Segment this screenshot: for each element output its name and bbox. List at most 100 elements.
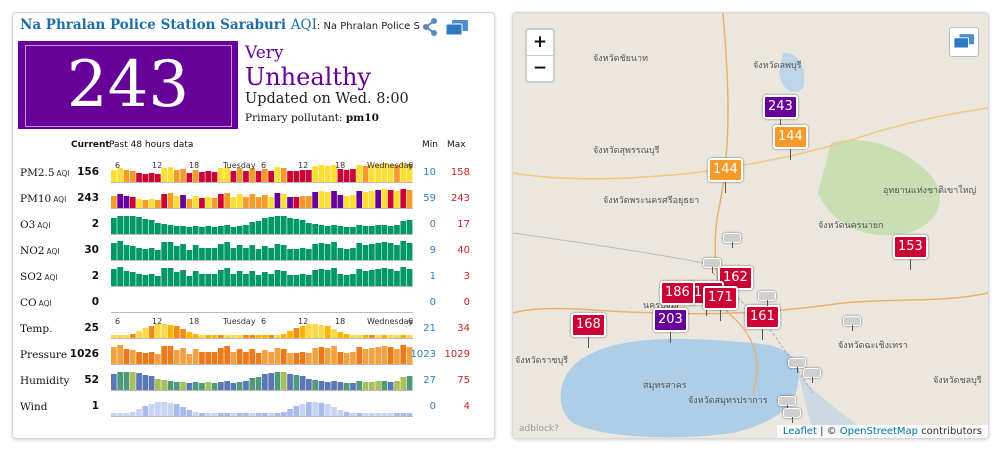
screens-icon [953,34,975,49]
history-bar [287,374,293,390]
history-chart[interactable] [111,187,413,209]
max-value: 0 [463,297,470,308]
inactive-map-marker[interactable] [758,291,776,306]
history-bar [211,274,218,286]
history-chart[interactable] [111,395,413,417]
history-bar [406,220,413,234]
history-chart[interactable] [111,369,413,391]
inactive-map-marker[interactable] [723,233,741,248]
history-chart[interactable] [111,291,413,313]
history-bar [356,347,363,364]
aqi-map-marker[interactable]: 243 [763,95,798,130]
history-bar [331,242,337,260]
history-bar [306,170,312,182]
history-bar [161,168,167,182]
leaflet-link[interactable]: Leaflet [782,426,817,437]
history-bar [186,173,193,182]
inactive-map-marker[interactable] [703,258,721,273]
aqi-map-marker[interactable]: 161 [745,305,780,340]
pollutant-row[interactable]: Wind 1 0 4 [13,393,494,418]
history-bar [224,413,230,416]
history-bar [381,225,388,234]
inactive-map-marker[interactable] [788,358,806,373]
history-bar [337,332,344,338]
pollutant-row[interactable]: O3 AQI 2 0 17 [13,211,494,236]
pollutant-row[interactable]: NO2 AQI 30 9 40 [13,237,494,262]
history-bar [331,225,337,234]
history-bar [142,353,149,364]
history-bar [173,226,180,234]
aqi-map-marker[interactable]: 186 [660,281,695,316]
pollutant-row[interactable]: Temp. 25 6 12 18 Tuesday 6 12 18 Wednesday 6 21 34 [13,315,494,340]
history-bar [387,269,394,286]
history-bar [205,248,212,260]
history-bar [129,197,136,208]
aqi-map[interactable]: จังหวัดชัยนาท จังหวัดลพบุรี จังหวัดสุพรรณบ… [513,13,988,438]
inactive-map-marker[interactable] [783,408,801,423]
share-icon[interactable] [421,17,439,37]
aqi-map-marker[interactable]: 153 [893,235,928,270]
history-bar [180,382,186,390]
history-bar [173,196,180,208]
zoom-out-button[interactable]: − [527,55,553,81]
history-bar [318,403,325,416]
aqi-map-marker[interactable]: 171 [703,286,738,321]
pollutant-unit: AQI [37,221,51,230]
history-bar [230,335,237,338]
aqi-map-marker[interactable]: 168 [571,313,606,348]
history-bar [381,381,388,390]
history-bar [262,246,268,260]
map-screens-button[interactable] [949,27,979,57]
history-chart[interactable] [111,213,413,235]
pollutant-row[interactable]: PM2.5 AQI 156 6 12 18 Tuesday 6 12 18 Wednesday 6 10… [13,159,494,184]
history-bar [161,324,167,338]
history-bar [123,372,130,390]
pollutant-row[interactable]: Pressure 1026 1023 1029 [13,341,494,366]
history-bar [356,191,363,208]
history-bar [375,335,381,338]
pollutant-row[interactable]: PM10 AQI 243 59 243 [13,185,494,210]
history-bar [142,219,149,234]
screens-icon[interactable] [445,19,469,37]
history-bar [205,226,212,234]
history-bar [356,413,363,416]
history-bar [268,217,274,234]
inactive-map-marker[interactable] [803,368,821,383]
map-basemap[interactable] [513,13,988,438]
pollutant-row[interactable]: SO2 AQI 2 1 3 [13,263,494,288]
pollutant-name: SO2 AQI [20,271,58,283]
aqi-map-marker[interactable]: 203 [653,308,688,343]
pollutant-row[interactable]: CO AQI 0 0 0 [13,289,494,314]
history-bar [406,243,413,260]
history-bar [142,249,149,260]
history-bar [274,348,281,364]
zoom-in-button[interactable]: + [532,32,548,52]
history-bar [123,216,130,234]
station-name[interactable]: Na Phralan Police Station Saraburi [20,17,287,33]
history-bar [381,413,388,416]
history-bar [199,248,205,260]
history-chart[interactable] [111,239,413,261]
axis-tick-label: 18 [335,317,345,326]
history-chart[interactable] [111,343,413,365]
history-bar [243,381,249,390]
axis-tick-label: 6 [408,317,413,326]
axis-tick-label: 18 [189,317,199,326]
station-title[interactable]: Na Phralan Police Station Saraburi AQI: … [20,17,420,33]
pollutant-row[interactable]: Humidity 52 27 75 [13,367,494,392]
aqi-map-marker[interactable]: 144 [708,158,743,193]
history-bar [343,383,350,390]
history-bar [167,268,174,286]
inactive-map-marker[interactable] [778,396,796,411]
inactive-map-marker[interactable] [843,316,861,331]
history-bar [362,382,369,390]
aqi-map-marker[interactable]: 144 [773,125,808,160]
history-bar [362,166,369,182]
history-bar [148,173,155,182]
history-bar [293,353,300,364]
history-chart[interactable] [111,265,413,287]
history-bar [350,227,356,234]
osm-link[interactable]: OpenStreetMap [839,426,918,437]
